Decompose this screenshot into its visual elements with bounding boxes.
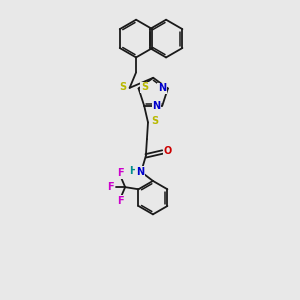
Text: N: N xyxy=(152,101,160,111)
Text: S: S xyxy=(151,116,158,126)
Text: N: N xyxy=(136,167,144,177)
Text: S: S xyxy=(120,82,127,92)
Text: F: F xyxy=(107,182,114,192)
Text: F: F xyxy=(117,196,124,206)
Text: S: S xyxy=(141,82,148,92)
Text: H: H xyxy=(129,166,137,176)
Text: N: N xyxy=(158,83,166,93)
Text: F: F xyxy=(117,168,124,178)
Text: O: O xyxy=(164,146,172,156)
